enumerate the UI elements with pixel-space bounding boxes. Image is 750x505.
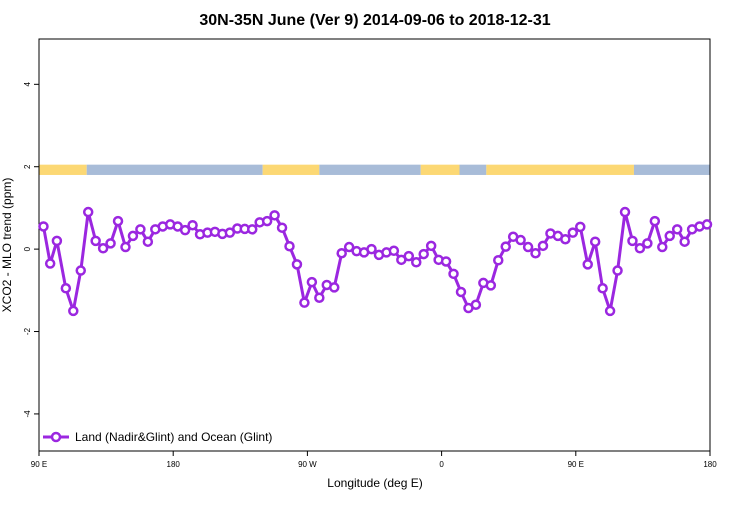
data-point — [575, 221, 586, 233]
data-point — [276, 222, 288, 233]
data-point — [388, 245, 400, 257]
data-point — [306, 276, 318, 288]
data-point — [440, 256, 452, 267]
data-point — [403, 250, 415, 262]
data-point — [246, 224, 258, 235]
data-point — [127, 230, 139, 242]
y-axis-label: XCO2 - MLO trend (ppm) — [0, 178, 14, 313]
data-point — [38, 221, 49, 232]
data-point — [112, 215, 124, 227]
y-axis: -4 -2 0 2 4 — [23, 82, 39, 418]
band-segment-ocean — [633, 164, 710, 175]
data-point — [455, 286, 467, 298]
data-point — [701, 219, 713, 230]
data-point — [448, 268, 459, 280]
data-point — [135, 224, 146, 235]
legend-marker-swatch — [50, 431, 62, 443]
data-point — [105, 238, 116, 249]
legend-label: Land (Nadir&Glint) and Ocean (Glint) — [75, 430, 272, 444]
data-point — [634, 243, 646, 254]
x-tick-label: 90 E — [31, 460, 47, 469]
data-point — [664, 230, 675, 242]
data-point — [425, 240, 437, 252]
data-point — [44, 258, 56, 269]
x-tick-label: 0 — [439, 460, 444, 469]
data-point — [597, 283, 608, 294]
legend: Land (Nadir&Glint) and Ocean (Glint) — [43, 430, 272, 444]
band-segment-land — [486, 164, 634, 175]
data-point — [261, 215, 273, 227]
data-point — [619, 206, 631, 218]
x-axis-label: Longitude (deg E) — [327, 476, 422, 490]
y-tick-label: 2 — [23, 164, 32, 169]
data-point — [97, 243, 109, 254]
data-point — [657, 241, 668, 253]
data-point — [530, 247, 541, 259]
band-segment-land — [420, 164, 460, 175]
data-point — [291, 259, 303, 270]
data-point — [642, 238, 653, 249]
data-point — [604, 305, 616, 317]
series-layer — [38, 206, 713, 317]
data-point — [82, 206, 94, 218]
data-point — [515, 234, 526, 246]
data-point — [485, 280, 497, 291]
data-point — [500, 241, 511, 252]
data-point — [679, 236, 690, 247]
band-segment-land — [39, 164, 87, 175]
plot-frame — [38, 38, 711, 452]
data-point — [68, 305, 79, 317]
data-point — [90, 235, 101, 247]
band-segment-ocean — [86, 164, 263, 175]
data-point — [269, 210, 280, 221]
band-segment-ocean — [319, 164, 421, 175]
data-point — [589, 236, 601, 247]
x-axis: 90 E 180 90 W 0 90 E 180 — [31, 451, 717, 469]
data-point — [343, 241, 355, 253]
data-point — [179, 224, 191, 236]
x-tick-label: 90 E — [568, 460, 584, 469]
data-point — [224, 227, 236, 238]
y-tick-label: 4 — [23, 82, 32, 87]
x-tick-label: 180 — [703, 460, 717, 469]
data-point — [120, 241, 131, 253]
data-point — [649, 215, 661, 227]
data-point — [299, 297, 310, 308]
data-point — [671, 224, 683, 235]
data-point — [328, 282, 340, 293]
y-tick-label: 0 — [23, 246, 32, 251]
data-point — [366, 243, 377, 255]
chart-title: 30N-35N June (Ver 9) 2014-09-06 to 2018-… — [199, 12, 550, 29]
data-point — [470, 299, 482, 310]
data-point — [522, 241, 534, 253]
band-segment-land — [262, 164, 320, 175]
y-tick-label: -2 — [23, 327, 32, 335]
band-segment-ocean — [459, 164, 487, 175]
data-point — [612, 265, 623, 276]
data-point — [314, 292, 325, 303]
y-tick-label: -4 — [23, 410, 32, 418]
surface-type-band — [39, 164, 710, 175]
data-point — [142, 236, 154, 247]
x-tick-label: 180 — [167, 460, 181, 469]
data-point — [51, 235, 63, 247]
data-point — [60, 283, 72, 294]
data-point — [336, 247, 347, 259]
data-point — [187, 219, 198, 231]
data-point — [537, 240, 549, 252]
data-point — [560, 233, 571, 245]
data-point — [418, 248, 429, 260]
data-point — [627, 235, 638, 247]
data-point — [75, 265, 87, 276]
x-tick-label: 90 W — [298, 460, 317, 469]
data-point — [493, 254, 504, 266]
data-point — [411, 257, 422, 268]
data-point — [284, 240, 295, 252]
data-point — [567, 227, 579, 238]
data-point — [582, 259, 593, 270]
